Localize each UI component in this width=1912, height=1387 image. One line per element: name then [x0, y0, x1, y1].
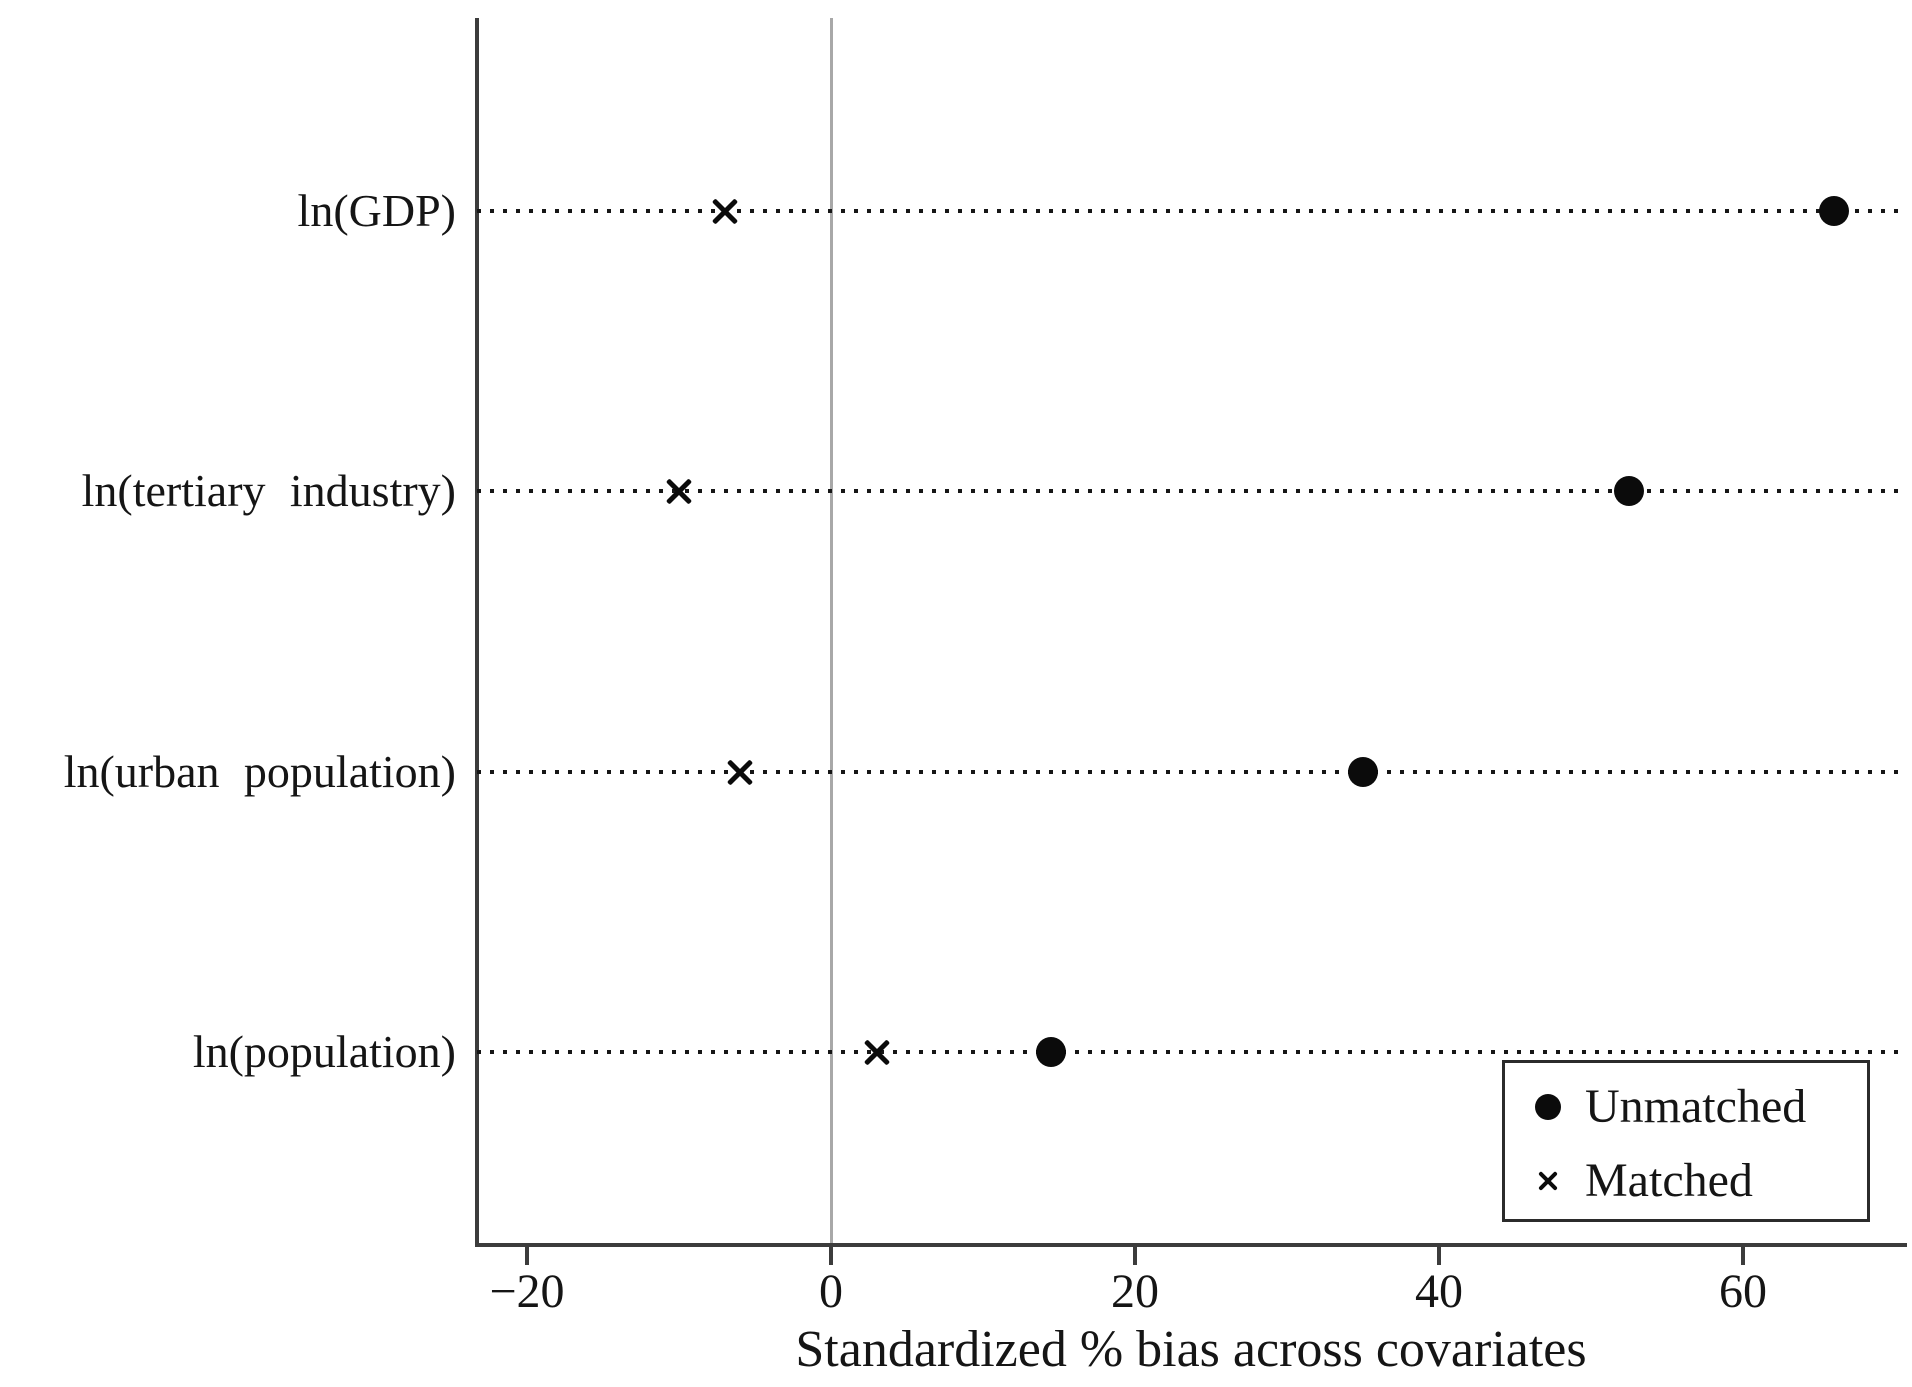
- matched-marker: [862, 1037, 892, 1067]
- row-guide-line: [477, 208, 1905, 213]
- unmatched-dot-icon: [1527, 1077, 1571, 1137]
- x-axis-tick-label: −20: [489, 1265, 565, 1318]
- unmatched-marker: [1036, 1037, 1067, 1068]
- matched-marker: [710, 196, 740, 226]
- matched-x-icon: [1527, 1151, 1571, 1211]
- y-axis-line: [475, 18, 479, 1245]
- unmatched-marker: [1819, 195, 1850, 226]
- row-guide-line: [477, 769, 1905, 774]
- legend-entry-unmatched: Unmatched: [1505, 1077, 1867, 1137]
- x-axis-line: [475, 1243, 1907, 1247]
- x-axis-title: Standardized % bias across covariates: [795, 1321, 1587, 1378]
- x-axis-tick-label: 0: [819, 1265, 843, 1318]
- x-axis-tick: [1133, 1245, 1137, 1265]
- x-axis-tick: [829, 1245, 833, 1265]
- legend-label-matched: Matched: [1585, 1154, 1753, 1207]
- x-axis-tick-label: 60: [1719, 1265, 1767, 1318]
- legend-entry-matched: Matched: [1505, 1151, 1867, 1211]
- y-axis-category-label: ln(GDP): [297, 184, 456, 236]
- y-axis-category-label: ln(population): [192, 1026, 456, 1078]
- y-axis-category-label: ln(tertiary industry): [81, 465, 456, 517]
- x-axis-tick-label: 40: [1415, 1265, 1463, 1318]
- matched-marker: [664, 476, 694, 506]
- row-guide-line: [477, 1050, 1905, 1055]
- x-axis-tick: [1741, 1245, 1745, 1265]
- unmatched-marker: [1348, 756, 1378, 787]
- x-axis-tick-label: 20: [1111, 1265, 1159, 1318]
- row-guide-line: [477, 489, 1905, 494]
- x-axis-tick: [1437, 1245, 1441, 1265]
- x-axis-tick: [525, 1245, 529, 1265]
- legend: Unmatched Matched: [1502, 1060, 1870, 1222]
- matched-marker: [725, 757, 755, 787]
- zero-reference-line: [829, 18, 833, 1243]
- legend-label-unmatched: Unmatched: [1585, 1080, 1807, 1133]
- y-axis-category-label: ln(urban population): [63, 745, 456, 797]
- unmatched-marker: [1614, 476, 1644, 507]
